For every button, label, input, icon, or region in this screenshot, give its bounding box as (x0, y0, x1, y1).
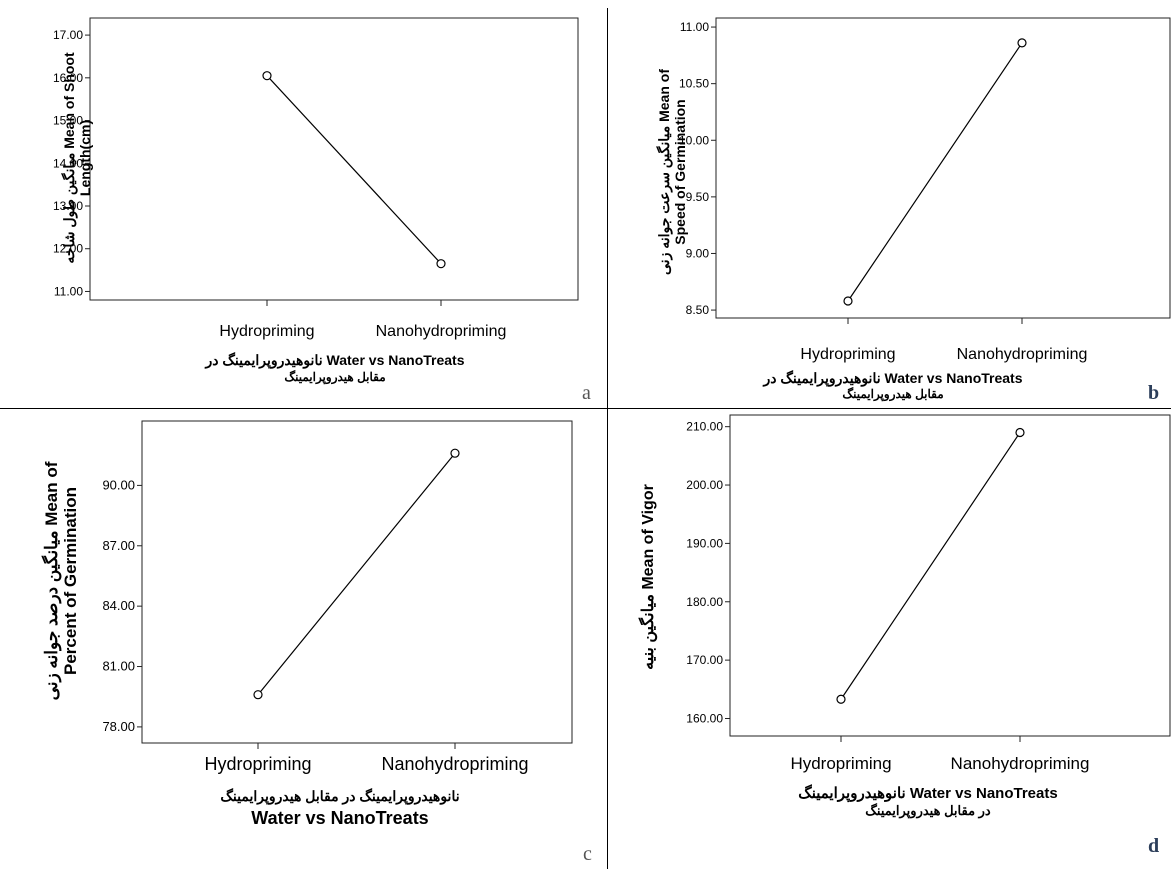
x-axis-label-line: Water vs NanoTreats (251, 808, 428, 828)
y-tick-label: 210.00 (686, 420, 723, 434)
x-tick-label: Nanohydropriming (957, 346, 1088, 363)
x-tick-label: Hydropriming (800, 346, 895, 363)
vertical-divider (607, 8, 608, 869)
series-line (266, 75, 442, 265)
y-axis-label-line: میانگین سرعت جوانه زنی Mean of (656, 69, 673, 275)
x-axis-label-line: نانوهیدروپرایمینگ در Water vs NanoTreats (762, 370, 1022, 387)
panel-label-b: b (1148, 382, 1160, 404)
x-tick-label: Nanohydropriming (376, 323, 507, 340)
series-line (257, 452, 456, 696)
y-tick-label: 11.00 (54, 284, 83, 298)
y-axis-label-line: Speed of Germination (672, 99, 688, 244)
series-line (840, 432, 1021, 700)
y-tick-label: 81.00 (102, 659, 135, 674)
y-tick-label: 200.00 (686, 478, 723, 492)
x-tick-label: Hydropriming (790, 754, 891, 773)
x-tick-label: Nanohydropriming (951, 754, 1090, 773)
data-point (436, 259, 446, 269)
data-point (253, 690, 263, 700)
data-point (262, 71, 272, 81)
y-axis-label-line: Length(cm) (77, 120, 93, 196)
y-tick-label: 14.00 (53, 156, 83, 170)
y-tick-label: 8.50 (686, 303, 710, 317)
y-tick-label: 10.00 (679, 133, 709, 147)
panel-label-a: a (582, 382, 591, 404)
y-tick-label: 16.00 (53, 71, 83, 85)
plot-frame (715, 17, 1171, 319)
data-point (836, 694, 846, 704)
y-tick-label: 160.00 (686, 711, 723, 725)
y-axis-label: میانگین بنیه Mean of Vigor (638, 484, 658, 670)
x-axis-label-line: مقابل هیدروپرایمینگ (284, 369, 385, 385)
chart-c: 78.00 81.00 84.00 87.00 90.00 Hydropriming Nan… (41, 420, 573, 828)
chart-d: 160.00 170.00 180.00 190.00 200.00 210.00 Hydr… (638, 414, 1171, 819)
y-tick-label: 11.00 (680, 20, 709, 34)
y-tick-label: 15.00 (53, 114, 83, 128)
y-axis-label-line: میانگین بنیه Mean of Vigor (638, 484, 658, 670)
panel-label-d: d (1148, 835, 1160, 857)
plot-frame (729, 414, 1171, 737)
y-axis-label-line: میانگین طول شاخه Mean of Shoot (61, 52, 78, 264)
horizontal-divider (0, 408, 1171, 409)
y-tick-label: 84.00 (102, 598, 135, 613)
y-tick-label: 10.50 (679, 77, 709, 91)
y-tick-label: 180.00 (686, 595, 723, 609)
y-axis-label-line: میانگین درصد جوانه زنی Mean of (41, 461, 62, 700)
data-point (1015, 427, 1025, 438)
x-axis-label-line: نانوهیدروپرایمینگ در مقابل هیدروپرایمینگ (220, 788, 459, 805)
y-tick-label: 190.00 (686, 536, 723, 550)
x-axis-label-line: نانوهیدروپرایمینگ Water vs NanoTreats (798, 784, 1057, 803)
panel-label-c: c (583, 843, 592, 865)
x-tick-label: Nanohydropriming (381, 754, 528, 774)
y-tick-label: 12.00 (53, 242, 83, 256)
plot-frame (141, 420, 573, 744)
y-axis-label-line: Percent of Germination (61, 487, 80, 675)
y-tick-label: 90.00 (102, 477, 135, 492)
data-point (1017, 38, 1027, 48)
chart-b: 8.50 9.00 9.50 10.00 10.50 11.00 Hydropriming N… (656, 17, 1171, 402)
data-point (450, 448, 460, 458)
series-line (847, 42, 1023, 302)
y-tick-label: 17.00 (53, 28, 83, 42)
y-tick-label: 9.00 (686, 246, 710, 260)
x-axis-label-line: مقابل هیدروپرایمینگ (842, 386, 943, 402)
plot-frame (89, 17, 579, 301)
x-tick-label: Hydropriming (204, 754, 311, 774)
x-axis-label-line: در مقابل هیدروپرایمینگ (865, 802, 991, 819)
y-tick-label: 9.50 (686, 190, 710, 204)
y-tick-label: 78.00 (102, 719, 135, 734)
y-axis-label: میانگین درصد جوانه زنی Mean of Percent of… (41, 461, 80, 700)
y-tick-label: 170.00 (686, 653, 723, 667)
x-axis-label-line: نانوهیدروپرایمینگ در Water vs NanoTreats (204, 352, 464, 369)
y-tick-label: 13.00 (53, 199, 83, 213)
x-tick-label: Hydropriming (219, 323, 314, 340)
y-tick-label: 87.00 (102, 538, 135, 553)
data-point (843, 296, 853, 306)
chart-a: 11.00 12.00 13.00 14.00 15.00 16.00 17.00 Hydro… (53, 17, 579, 385)
